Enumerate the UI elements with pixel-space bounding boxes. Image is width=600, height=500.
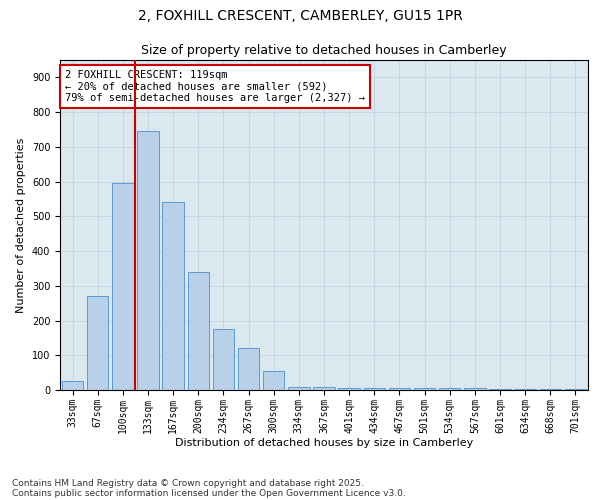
Bar (514, 389, 536, 390)
Bar (112, 184, 134, 390)
Bar (263, 371, 284, 390)
Bar (238, 348, 259, 390)
Bar (87, 296, 109, 390)
Bar (188, 272, 209, 390)
Bar (389, 388, 410, 390)
Text: 2, FOXHILL CRESCENT, CAMBERLEY, GU15 1PR: 2, FOXHILL CRESCENT, CAMBERLEY, GU15 1PR (137, 8, 463, 22)
Bar (414, 388, 435, 390)
Text: 2 FOXHILL CRESCENT: 119sqm
← 20% of detached houses are smaller (592)
79% of sem: 2 FOXHILL CRESCENT: 119sqm ← 20% of deta… (65, 70, 365, 103)
Text: Contains public sector information licensed under the Open Government Licence v3: Contains public sector information licen… (12, 488, 406, 498)
Bar (539, 389, 561, 390)
Bar (137, 131, 158, 390)
Bar (288, 386, 310, 390)
Bar (464, 388, 485, 390)
X-axis label: Distribution of detached houses by size in Camberley: Distribution of detached houses by size … (175, 438, 473, 448)
Bar (62, 382, 83, 390)
Bar (364, 388, 385, 390)
Title: Size of property relative to detached houses in Camberley: Size of property relative to detached ho… (141, 44, 507, 58)
Bar (565, 389, 586, 390)
Y-axis label: Number of detached properties: Number of detached properties (16, 138, 26, 312)
Bar (313, 386, 335, 390)
Text: Contains HM Land Registry data © Crown copyright and database right 2025.: Contains HM Land Registry data © Crown c… (12, 478, 364, 488)
Bar (213, 329, 234, 390)
Bar (490, 389, 511, 390)
Bar (163, 202, 184, 390)
Bar (338, 388, 360, 390)
Bar (439, 388, 460, 390)
